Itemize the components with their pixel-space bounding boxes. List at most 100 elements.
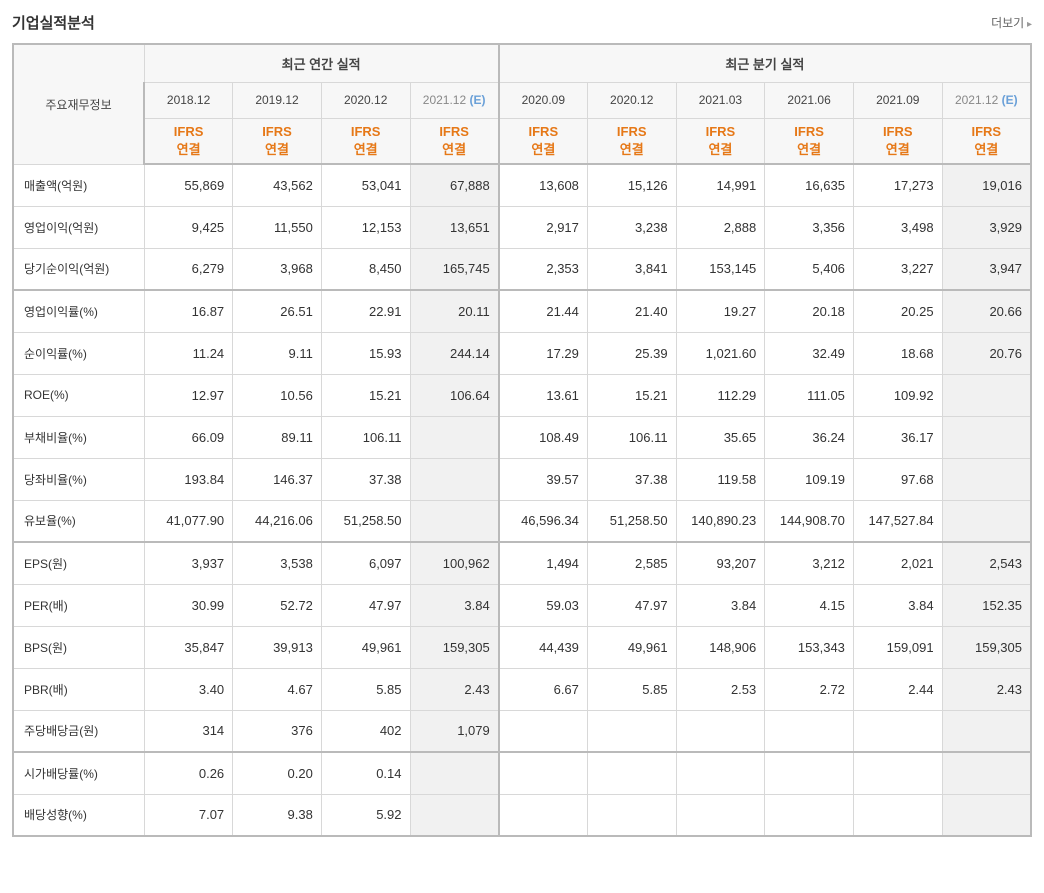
cell: 6,097 [321, 542, 410, 584]
cell: 4.67 [233, 668, 322, 710]
cell: 1,079 [410, 710, 499, 752]
cell: 30.99 [144, 584, 233, 626]
cell [587, 794, 676, 836]
cell: 2.43 [410, 668, 499, 710]
cell [942, 416, 1031, 458]
cell: 2.72 [765, 668, 854, 710]
period-header: 2020.12 [321, 82, 410, 118]
cell: 2.43 [942, 668, 1031, 710]
cell [942, 374, 1031, 416]
table-row: 당기순이익(억원)6,2793,9688,450165,7452,3533,84… [13, 248, 1031, 290]
cell: 36.24 [765, 416, 854, 458]
cell: 44,439 [499, 626, 588, 668]
cell: 140,890.23 [676, 500, 765, 542]
table-row: 부채비율(%)66.0989.11106.11108.49106.1135.65… [13, 416, 1031, 458]
cell: 0.14 [321, 752, 410, 794]
cell: 3,929 [942, 206, 1031, 248]
cell [676, 794, 765, 836]
cell: 0.20 [233, 752, 322, 794]
cell: 159,091 [853, 626, 942, 668]
cell: 37.38 [587, 458, 676, 500]
cell: 51,258.50 [587, 500, 676, 542]
cell: 112.29 [676, 374, 765, 416]
cell: 51,258.50 [321, 500, 410, 542]
cell: 21.40 [587, 290, 676, 332]
cell: 53,041 [321, 164, 410, 206]
cell: 26.51 [233, 290, 322, 332]
cell: 14,991 [676, 164, 765, 206]
cell: 46,596.34 [499, 500, 588, 542]
acct-standard-header: IFRS연결 [765, 118, 854, 164]
cell: 159,305 [410, 626, 499, 668]
cell: 36.17 [853, 416, 942, 458]
period-header: 2021.06 [765, 82, 854, 118]
row-label: 주당배당금(원) [13, 710, 144, 752]
cell: 3.84 [676, 584, 765, 626]
cell: 5.92 [321, 794, 410, 836]
acct-standard-header: IFRS연결 [410, 118, 499, 164]
more-link[interactable]: 더보기 [991, 14, 1032, 31]
cell: 20.25 [853, 290, 942, 332]
acct-standard-header: IFRS연결 [676, 118, 765, 164]
cell: 25.39 [587, 332, 676, 374]
cell: 3,947 [942, 248, 1031, 290]
cell: 108.49 [499, 416, 588, 458]
cell: 153,343 [765, 626, 854, 668]
cell [587, 752, 676, 794]
cell: 13.61 [499, 374, 588, 416]
cell [942, 710, 1031, 752]
cell: 41,077.90 [144, 500, 233, 542]
cell: 11,550 [233, 206, 322, 248]
cell: 3,937 [144, 542, 233, 584]
cell: 2,543 [942, 542, 1031, 584]
cell [499, 752, 588, 794]
cell: 159,305 [942, 626, 1031, 668]
cell: 9.11 [233, 332, 322, 374]
cell: 17.29 [499, 332, 588, 374]
cell: 89.11 [233, 416, 322, 458]
table-row: 영업이익(억원)9,42511,55012,15313,6512,9173,23… [13, 206, 1031, 248]
row-label: 부채비율(%) [13, 416, 144, 458]
cell: 111.05 [765, 374, 854, 416]
cell: 16,635 [765, 164, 854, 206]
cell: 20.18 [765, 290, 854, 332]
cell: 146.37 [233, 458, 322, 500]
cell [765, 794, 854, 836]
cell [942, 458, 1031, 500]
cell: 11.24 [144, 332, 233, 374]
cell: 12,153 [321, 206, 410, 248]
cell: 15.21 [587, 374, 676, 416]
cell: 106.64 [410, 374, 499, 416]
table-row: 매출액(억원)55,86943,56253,04167,88813,60815,… [13, 164, 1031, 206]
cell: 97.68 [853, 458, 942, 500]
acct-standard-header: IFRS연결 [942, 118, 1031, 164]
cell: 52.72 [233, 584, 322, 626]
cell: 6,279 [144, 248, 233, 290]
cell: 144,908.70 [765, 500, 854, 542]
cell: 3,841 [587, 248, 676, 290]
table-row: 순이익률(%)11.249.1115.93244.1417.2925.391,0… [13, 332, 1031, 374]
cell: 18.68 [853, 332, 942, 374]
cell: 2,585 [587, 542, 676, 584]
row-label: EPS(원) [13, 542, 144, 584]
cell: 19,016 [942, 164, 1031, 206]
cell: 2,353 [499, 248, 588, 290]
table-row: PER(배)30.9952.7247.973.8459.0347.973.844… [13, 584, 1031, 626]
cell: 314 [144, 710, 233, 752]
cell: 20.76 [942, 332, 1031, 374]
row-label: 영업이익률(%) [13, 290, 144, 332]
cell: 3,356 [765, 206, 854, 248]
cell: 193.84 [144, 458, 233, 500]
cell: 37.38 [321, 458, 410, 500]
row-label: 당기순이익(억원) [13, 248, 144, 290]
period-header: 2019.12 [233, 82, 322, 118]
performance-table: 주요재무정보 최근 연간 실적 최근 분기 실적 2018.122019.122… [12, 43, 1032, 837]
cell: 39.57 [499, 458, 588, 500]
table-row: 시가배당률(%)0.260.200.14 [13, 752, 1031, 794]
cell: 106.11 [321, 416, 410, 458]
cell: 43,562 [233, 164, 322, 206]
cell [853, 752, 942, 794]
cell: 13,608 [499, 164, 588, 206]
cell: 35,847 [144, 626, 233, 668]
cell: 244.14 [410, 332, 499, 374]
